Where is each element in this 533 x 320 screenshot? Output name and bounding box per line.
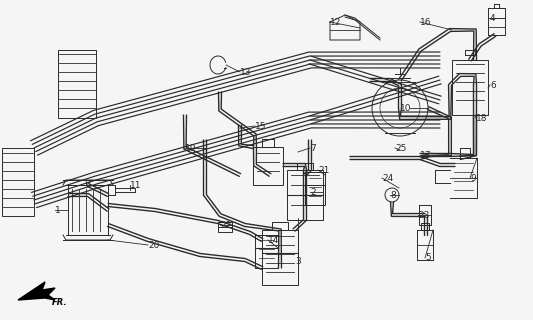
Polygon shape [18,282,55,300]
Text: 22: 22 [220,220,231,229]
Bar [58,50,96,118]
Text: 7: 7 [310,143,316,153]
Text: 23: 23 [418,211,430,220]
Text: 14: 14 [268,236,279,244]
Text: 8: 8 [390,190,395,199]
Text: 5: 5 [425,253,431,262]
Text: 12: 12 [330,18,341,27]
Bar [452,60,488,115]
Text: 16: 16 [420,18,432,27]
Text: 13: 13 [240,68,252,76]
Text: 1: 1 [55,205,61,214]
Text: 24: 24 [382,173,393,182]
Bar [262,230,298,285]
Bar [287,170,323,220]
Text: 15: 15 [255,122,266,131]
Text: 10: 10 [400,103,411,113]
Text: FR.: FR. [52,298,68,307]
Text: 3: 3 [295,258,301,267]
Bar [68,185,108,235]
Text: 20: 20 [148,241,159,250]
Text: 18: 18 [476,114,488,123]
Text: 4: 4 [490,13,496,22]
Text: 2: 2 [310,188,316,196]
Text: 17: 17 [420,150,432,159]
Bar [2,148,34,216]
Text: 21: 21 [318,165,329,174]
Text: 9: 9 [470,173,476,182]
Text: 6: 6 [490,81,496,90]
Text: 25: 25 [395,143,406,153]
Text: 11: 11 [130,180,141,189]
Bar [253,147,283,185]
Text: 19: 19 [185,143,197,153]
